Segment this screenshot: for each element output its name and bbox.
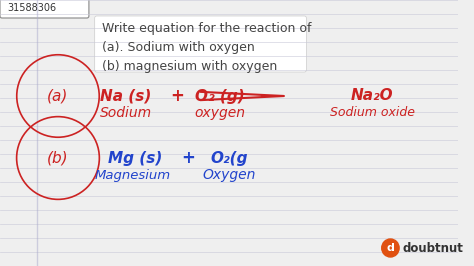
Text: Sodium oxide: Sodium oxide — [329, 106, 415, 119]
Text: Oxygen: Oxygen — [202, 168, 256, 182]
Text: Na₂O: Na₂O — [351, 89, 393, 103]
Text: O₂(g: O₂(g — [210, 151, 248, 165]
Text: Magnesium: Magnesium — [94, 168, 171, 181]
Text: +: + — [170, 87, 184, 105]
Text: Write equation for the reaction of
(a). Sodium with oxygen
(b) magnesium with ox: Write equation for the reaction of (a). … — [102, 22, 312, 73]
Text: Sodium: Sodium — [100, 106, 152, 120]
Text: (a): (a) — [47, 89, 69, 103]
Circle shape — [382, 239, 399, 257]
Text: Mg (s): Mg (s) — [108, 151, 163, 165]
Text: (b): (b) — [47, 151, 69, 165]
FancyBboxPatch shape — [0, 0, 89, 18]
Text: Na (s): Na (s) — [100, 89, 151, 103]
Text: 31588306: 31588306 — [8, 3, 57, 13]
Text: oxygen: oxygen — [195, 106, 246, 120]
Text: O₂ (g): O₂ (g) — [195, 89, 245, 103]
FancyBboxPatch shape — [95, 16, 306, 72]
Text: doubtnut: doubtnut — [402, 242, 463, 255]
Text: d: d — [386, 243, 394, 253]
Text: +: + — [182, 149, 195, 167]
